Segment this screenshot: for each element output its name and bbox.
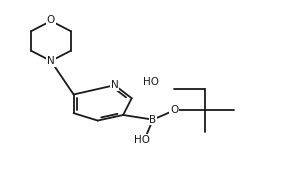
Text: N: N	[111, 80, 119, 90]
Text: HO: HO	[143, 77, 158, 87]
Text: HO: HO	[134, 135, 150, 145]
Text: B: B	[149, 115, 156, 125]
Text: N: N	[47, 56, 55, 66]
Text: O: O	[47, 15, 55, 25]
Text: O: O	[170, 105, 178, 115]
